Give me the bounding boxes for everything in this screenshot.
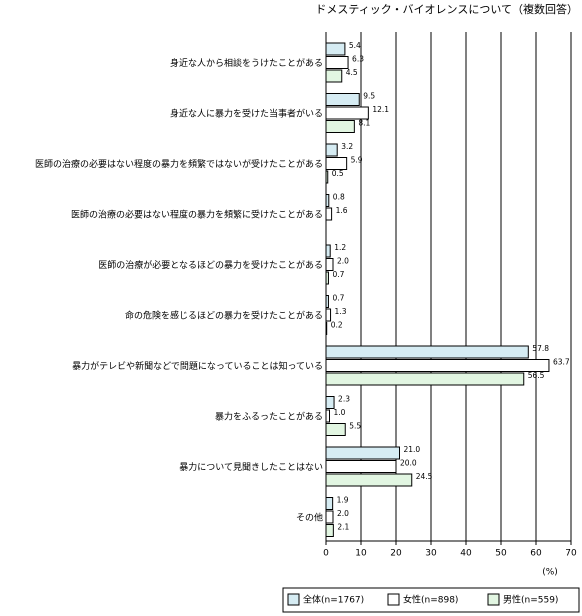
bar (325, 120, 355, 133)
value-label: 12.1 (372, 105, 389, 114)
value-label: 6.3 (352, 55, 364, 64)
category-label: 暴力がテレビや新聞などで問題になっていることは知っている (72, 360, 323, 372)
value-label: 2.0 (337, 257, 349, 266)
value-label: 1.0 (334, 408, 346, 417)
bar (325, 93, 360, 106)
value-label: 5.9 (351, 156, 363, 165)
bar (325, 207, 333, 221)
legend-swatch (387, 593, 400, 606)
value-label: 20.0 (400, 459, 417, 468)
bar (325, 345, 529, 359)
value-label: 5.4 (349, 41, 361, 50)
bar (325, 409, 330, 423)
x-tick-label: 10 (355, 549, 367, 559)
bar (325, 56, 349, 69)
category-label: 医師の治療の必要はない程度の暴力を頻繁ではないが受けたことがある (35, 158, 323, 170)
x-tick-label: 0 (323, 549, 329, 559)
bar (325, 42, 346, 56)
value-label: 9.5 (363, 92, 375, 101)
legend-label: 女性(n=898) (403, 594, 458, 606)
bar (325, 510, 334, 524)
value-label: 1.9 (337, 496, 349, 505)
legend-swatch (287, 593, 300, 606)
value-label: 3.2 (341, 142, 353, 151)
x-tick-label: 60 (530, 549, 542, 559)
category-label: 身近な人に暴力を受けた当事者がいる (170, 107, 323, 119)
legend-box (282, 587, 580, 613)
category-label: 医師の治療が必要となるほどの暴力を受けたことがある (98, 259, 323, 271)
legend-label: 全体(n=1767) (303, 594, 364, 606)
category-label: 暴力をふるったことがある (215, 410, 323, 422)
legend-label: 男性(n=559) (503, 594, 558, 606)
bar (325, 460, 397, 473)
bar (325, 524, 334, 537)
value-label: 0.7 (332, 294, 344, 303)
value-label: 57.8 (532, 344, 549, 353)
x-tick-label: 20 (390, 549, 402, 559)
bar (325, 258, 334, 271)
x-tick-label: 40 (460, 549, 472, 559)
bar (325, 396, 335, 409)
bar (325, 497, 334, 510)
value-label: 1.3 (335, 307, 347, 316)
bar (325, 372, 525, 386)
category-label: 医師の治療の必要はない程度の暴力を頻繁に受けたことがある (71, 208, 323, 220)
chart-title: ドメスティック・バイオレンスについて（複数回答） (315, 2, 578, 16)
category-label: 身近な人から相談をうけたことがある (170, 57, 323, 69)
x-tick-label: 50 (495, 549, 507, 559)
value-label: 1.2 (334, 243, 346, 252)
value-label: 0.5 (332, 169, 344, 178)
category-label: その他 (296, 511, 323, 523)
value-label: 2.0 (337, 509, 349, 518)
value-label: 1.6 (336, 206, 348, 215)
value-label: 63.7 (553, 358, 570, 367)
value-label: 0.7 (332, 270, 344, 279)
x-tick-label: 70 (565, 549, 577, 559)
bar (325, 359, 550, 372)
value-label: 4.5 (346, 68, 358, 77)
bar (325, 423, 346, 436)
legend-swatch (487, 593, 500, 606)
bar (325, 308, 332, 322)
value-label: 0.8 (333, 193, 345, 202)
bar (325, 157, 348, 170)
bar (325, 106, 369, 120)
x-tick-label: 30 (425, 549, 437, 559)
bar (325, 143, 338, 157)
value-label: 5.5 (349, 422, 361, 431)
category-label: 命の危険を感じるほどの暴力を受けたことがある (125, 309, 323, 321)
value-label: 8.1 (358, 119, 370, 128)
x-unit: (%) (542, 568, 558, 578)
value-label: 21.0 (404, 445, 421, 454)
category-label: 暴力について見聞きしたことはない (179, 461, 323, 473)
bar (325, 244, 331, 258)
value-label: 56.5 (528, 371, 545, 380)
bar (325, 473, 413, 487)
value-label: 2.3 (338, 395, 350, 404)
value-label: 24.5 (416, 472, 433, 481)
value-label: 2.1 (337, 523, 349, 532)
bar (325, 69, 343, 83)
value-label: 0.2 (331, 321, 343, 330)
bar (325, 446, 400, 460)
